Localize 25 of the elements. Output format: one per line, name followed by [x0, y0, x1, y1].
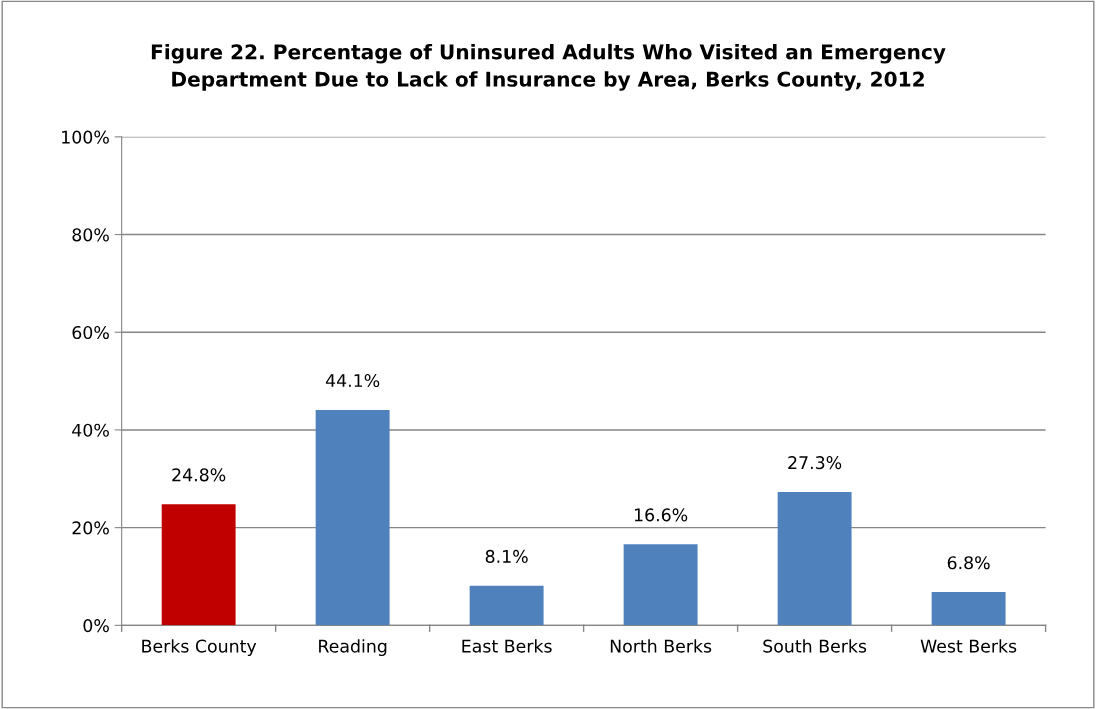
x-tick-label: East Berks: [462, 639, 552, 653]
y-tick-label: 20%: [72, 521, 109, 535]
bar: [315, 409, 390, 626]
y-tick-label: 100%: [62, 130, 109, 144]
bar: [623, 544, 698, 626]
x-tick-label: Reading: [319, 639, 387, 657]
data-label: 6.8%: [947, 556, 990, 570]
y-tick-label: 0%: [83, 619, 109, 633]
chart-title: Figure 22. Percentage of Uninsured Adults Who Visited an Emergency Department Due to Lack of Insurance by Area, Berks County, 2012: [151, 43, 946, 91]
y-tick-label: 60%: [72, 325, 109, 340]
x-tick-label: Berks County: [142, 639, 257, 657]
bar: [777, 491, 852, 626]
y-tick-label: 80%: [72, 228, 109, 242]
data-label: 44.1%: [325, 373, 380, 388]
data-label: 8.1%: [485, 549, 528, 563]
bar: [161, 504, 236, 626]
bar: [469, 585, 544, 626]
x-tick-label: South Berks: [763, 639, 867, 653]
x-tick-label: North Berks: [610, 639, 712, 653]
y-tick-label: 40%: [72, 423, 109, 437]
x-tick-label: West Berks: [920, 639, 1017, 653]
data-label: 24.8%: [172, 468, 226, 482]
data-label: 16.6%: [634, 508, 688, 522]
bar: [931, 592, 1006, 626]
data-label: 27.3%: [788, 456, 842, 470]
